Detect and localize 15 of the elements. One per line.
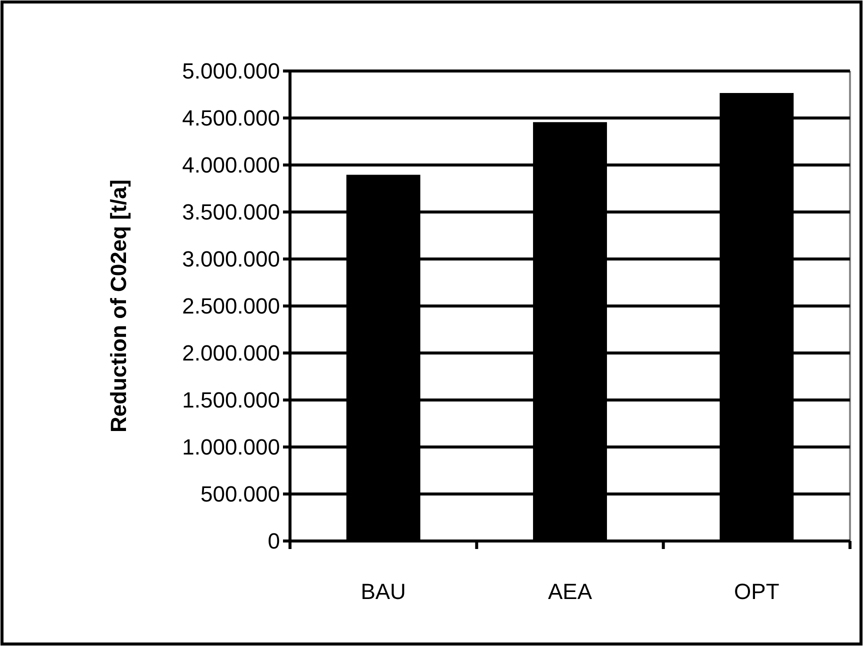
y-tick-label: 5.000.000 <box>182 58 280 84</box>
y-tick-label: 2.000.000 <box>182 340 280 366</box>
y-tick-label: 500.000 <box>200 482 280 507</box>
x-tick-label: OPT <box>734 579 780 604</box>
x-tick-label: BAU <box>360 579 406 604</box>
y-tick-label: 4.500.000 <box>182 106 280 131</box>
y-tick-label: 1.500.000 <box>182 388 280 413</box>
y-axis-title: Reduction of C02eq [t/a] <box>106 179 131 433</box>
y-tick-label: 2.500.000 <box>182 294 280 319</box>
y-tick-label: 0 <box>268 528 280 554</box>
y-tick-label: 1.000.000 <box>182 434 280 460</box>
x-tick-label: AEA <box>548 579 592 604</box>
y-tick-label: 3.500.000 <box>182 200 280 225</box>
y-tick-label: 4.000.000 <box>182 152 280 178</box>
y-tick-label: 3.000.000 <box>182 246 280 272</box>
